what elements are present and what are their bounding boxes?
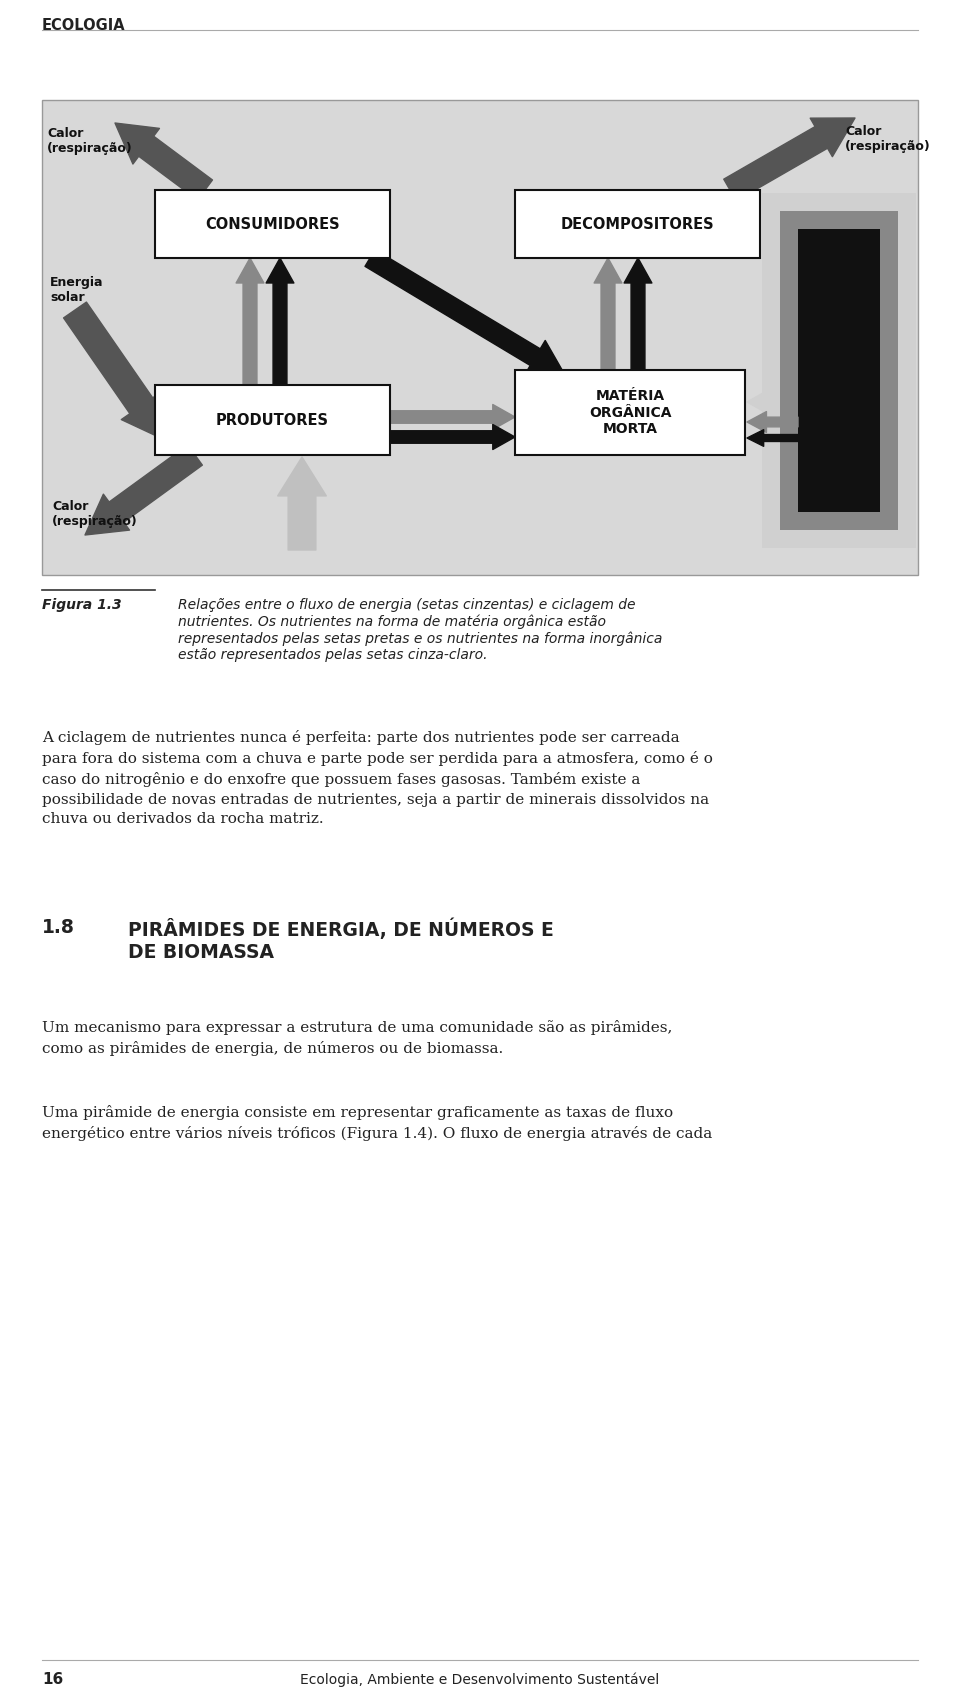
Text: Calor
(respiração): Calor (respiração) [845,125,931,152]
Text: Ecologia, Ambiente e Desenvolvimento Sustentável: Ecologia, Ambiente e Desenvolvimento Sus… [300,1672,660,1687]
Bar [515,371,745,455]
Bar [515,190,760,257]
Text: ECOLOGIA: ECOLOGIA [42,19,126,34]
Text: Relações entre o fluxo de energia (setas cinzentas) e ciclagem de
nutrientes. Os: Relações entre o fluxo de energia (setas… [178,597,662,662]
Text: Energia
solar: Energia solar [50,276,104,305]
Bar [762,193,916,548]
Text: Figura 1.3: Figura 1.3 [42,597,122,613]
Bar [155,386,390,455]
Text: PIRÂMIDES DE ENERGIA, DE NÚMEROS E
DE BIOMASSA: PIRÂMIDES DE ENERGIA, DE NÚMEROS E DE BI… [128,919,554,961]
Text: Calor
(respiração): Calor (respiração) [52,501,137,528]
Text: Uma pirâmide de energia consiste em representar graficamente as taxas de fluxo
e: Uma pirâmide de energia consiste em repr… [42,1105,712,1140]
Bar [780,212,898,530]
Text: Um mecanismo para expressar a estrutura de uma comunidade são as pirâmides,
como: Um mecanismo para expressar a estrutura … [42,1020,672,1056]
Text: CONSUMIDORES: CONSUMIDORES [205,217,340,232]
Text: DECOMPOSITORES: DECOMPOSITORES [561,217,714,232]
Text: MATÉRIA
ORGÂNICA
MORTA: MATÉRIA ORGÂNICA MORTA [588,389,671,437]
Text: 16: 16 [42,1672,63,1687]
Bar [155,190,390,257]
Text: 1.8: 1.8 [42,919,75,937]
Text: PRODUTORES: PRODUTORES [216,413,329,428]
Bar [798,228,880,513]
Bar [42,100,918,575]
Text: Calor
(respiração): Calor (respiração) [47,127,132,156]
Text: A ciclagem de nutrientes nunca é perfeita: parte dos nutrientes pode ser carread: A ciclagem de nutrientes nunca é perfeit… [42,729,713,826]
